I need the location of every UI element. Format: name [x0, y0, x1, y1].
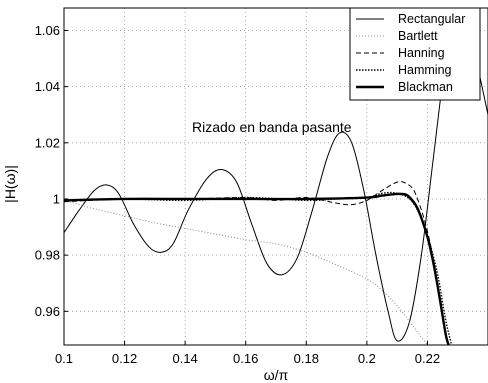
legend-label: Blackman: [398, 80, 453, 94]
legend-label: Rectangular: [398, 12, 465, 26]
y-tick-label: 1.02: [35, 135, 60, 150]
x-tick-label: 0.16: [233, 351, 258, 366]
x-tick-label: 0.18: [294, 351, 319, 366]
passband-ripple-annotation: Rizado en banda pasante: [192, 119, 352, 135]
x-tick-label: 0.1: [55, 351, 73, 366]
y-tick-labels: 0.96 0.98 1 1.02 1.04 1.06: [35, 23, 60, 319]
x-tick-label: 0.22: [415, 351, 440, 366]
series-line-bartlett: [64, 199, 428, 345]
legend: Rectangular Bartlett Hanning Hamming Blackma…: [349, 7, 481, 101]
x-axis-label: ω/π: [264, 367, 289, 383]
legend-label: Hanning: [398, 46, 445, 60]
series-line-blackman: [64, 192, 450, 345]
legend-box: [349, 7, 481, 101]
legend-label: Bartlett: [398, 29, 438, 43]
plot-frame: [63, 7, 488, 346]
x-tick-label: 0.2: [358, 351, 376, 366]
y-tick-label: 1: [53, 191, 60, 206]
y-tick-label: 1.06: [35, 23, 60, 38]
y-tick-label: 0.98: [35, 248, 60, 263]
series-line-hamming: [64, 191, 453, 345]
x-tick-label: 0.12: [112, 351, 137, 366]
y-tick-label: 0.96: [35, 304, 60, 319]
y-tick-label: 1.04: [35, 79, 60, 94]
series-line-rectangular: [64, 8, 488, 342]
legend-label: Hamming: [398, 63, 452, 77]
y-axis-label: |H(ω)|: [2, 165, 18, 203]
x-tick-labels: 0.1 0.12 0.14 0.16 0.18 0.2 0.22: [55, 351, 440, 366]
series-lines: [64, 8, 488, 345]
series-line-hanning: [64, 181, 450, 345]
x-tick-label: 0.14: [172, 351, 197, 366]
